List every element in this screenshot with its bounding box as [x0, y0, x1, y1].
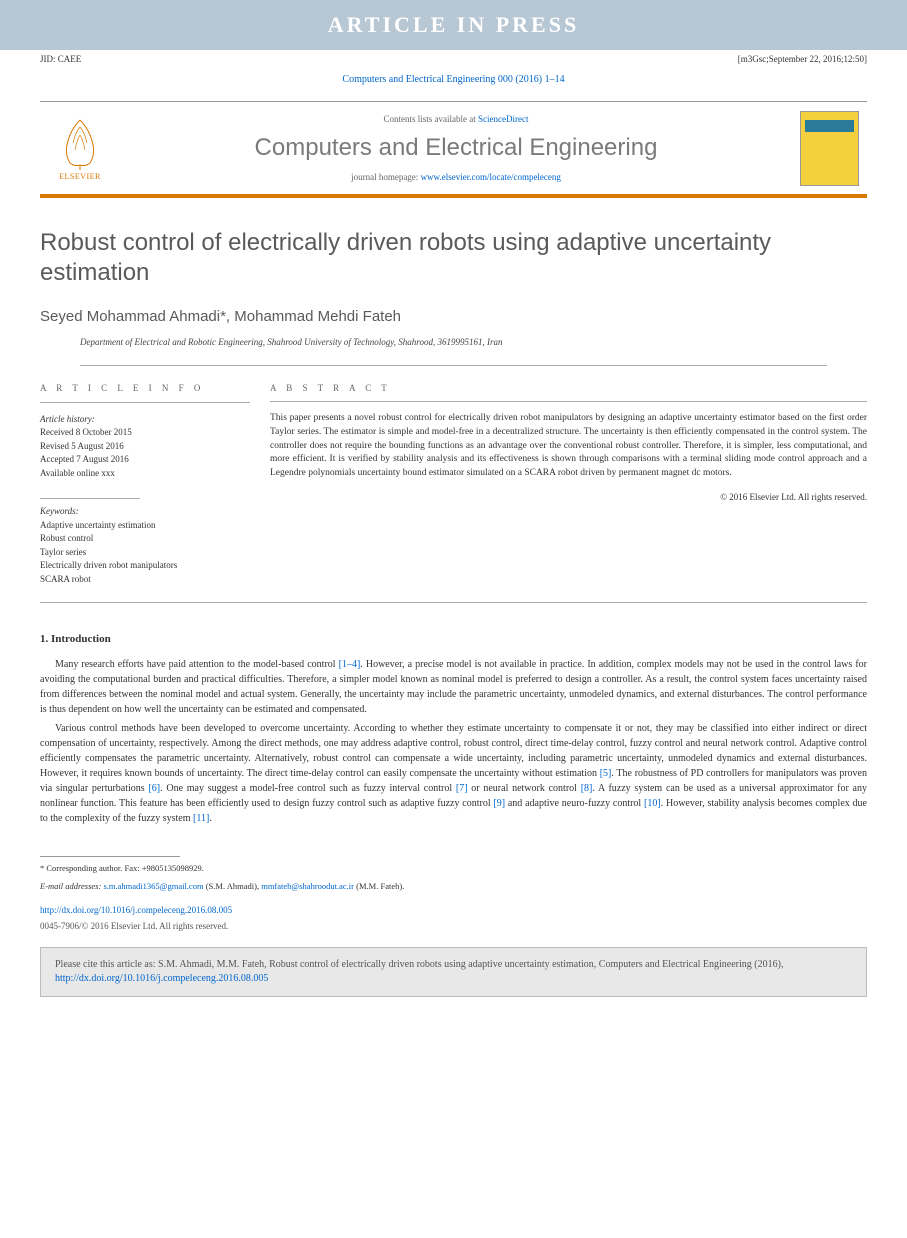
journal-title: Computers and Electrical Engineering: [130, 134, 782, 162]
ref-link[interactable]: [1–4]: [339, 659, 361, 670]
section-introduction: 1. Introduction Many research efforts ha…: [40, 633, 867, 826]
article-in-press-banner: ARTICLE IN PRESS: [0, 0, 907, 50]
email-name: (M.M. Fateh).: [354, 881, 404, 891]
citation-text: Please cite this article as: S.M. Ahmadi…: [55, 959, 783, 970]
email-footnote: E-mail addresses: s.m.ahmadi1365@gmail.c…: [40, 881, 867, 893]
intro-para-1: Many research efforts have paid attentio…: [40, 657, 867, 717]
citation-doi-link[interactable]: http://dx.doi.org/10.1016/j.compeleceng.…: [55, 973, 268, 984]
affiliation: Department of Electrical and Robotic Eng…: [80, 333, 827, 366]
keyword: SCARA robot: [40, 573, 250, 587]
article-info-column: A R T I C L E I N F O Article history: R…: [40, 382, 270, 586]
corresponding-author-note: * Corresponding author. Fax: +9805135098…: [40, 863, 867, 875]
received-date: Received 8 October 2015: [40, 426, 250, 440]
ref-link[interactable]: [11]: [193, 813, 209, 824]
contents-prefix: Contents lists available at: [384, 114, 478, 124]
email-link[interactable]: s.m.ahmadi1365@gmail.com: [103, 881, 203, 891]
ref-link[interactable]: [9]: [493, 798, 505, 809]
text: Many research efforts have paid attentio…: [55, 659, 339, 670]
doi-link[interactable]: http://dx.doi.org/10.1016/j.compeleceng.…: [40, 905, 232, 915]
intro-para-2: Various control methods have been develo…: [40, 721, 867, 826]
history-label: Article history:: [40, 413, 250, 427]
homepage-prefix: journal homepage:: [351, 172, 420, 182]
email-name: (S.M. Ahmadi),: [204, 881, 262, 891]
elsevier-tree-icon: [55, 115, 105, 170]
jid-label: JID: CAEE: [40, 54, 81, 64]
keyword: Electrically driven robot manipulators: [40, 559, 250, 573]
sciencedirect-link[interactable]: ScienceDirect: [478, 114, 528, 124]
abstract-column: A B S T R A C T This paper presents a no…: [270, 382, 867, 586]
journal-reference: Computers and Electrical Engineering 000…: [0, 68, 907, 91]
ref-link[interactable]: [10]: [644, 798, 661, 809]
info-abstract-row: A R T I C L E I N F O Article history: R…: [40, 366, 867, 603]
authors: Seyed Mohammad Ahmadi*, Mohammad Mehdi F…: [0, 300, 907, 333]
keywords-block: Keywords: Adaptive uncertainty estimatio…: [40, 498, 250, 586]
elsevier-text: ELSEVIER: [59, 172, 101, 181]
contents-line: Contents lists available at ScienceDirec…: [130, 114, 782, 124]
journal-ref-link[interactable]: Computers and Electrical Engineering 000…: [342, 74, 564, 85]
citation-box: Please cite this article as: S.M. Ahmadi…: [40, 947, 867, 997]
abstract-heading: A B S T R A C T: [270, 382, 867, 402]
text: and adaptive neuro-fuzzy control: [505, 798, 644, 809]
journal-header-box: ELSEVIER Contents lists available at Sci…: [40, 101, 867, 198]
header-meta-row: JID: CAEE [m3Gsc;September 22, 2016;12:5…: [0, 50, 907, 68]
homepage-link[interactable]: www.elsevier.com/locate/compeleceng: [421, 172, 561, 182]
email-link[interactable]: mmfateh@shahroodut.ac.ir: [261, 881, 354, 891]
elsevier-logo: ELSEVIER: [40, 102, 120, 194]
abstract-text: This paper presents a novel robust contr…: [270, 412, 867, 481]
ref-link[interactable]: [7]: [456, 783, 468, 794]
keyword: Adaptive uncertainty estimation: [40, 519, 250, 533]
keywords-label: Keywords:: [40, 505, 250, 519]
doi-block: http://dx.doi.org/10.1016/j.compeleceng.…: [40, 905, 867, 915]
article-info-heading: A R T I C L E I N F O: [40, 382, 250, 403]
header-center: Contents lists available at ScienceDirec…: [120, 102, 792, 194]
section-heading: 1. Introduction: [40, 633, 867, 645]
journal-cover-thumbnail: [792, 102, 867, 194]
online-date: Available online xxx: [40, 467, 250, 481]
text: . One may suggest a model-free control s…: [160, 783, 456, 794]
article-title: Robust control of electrically driven ro…: [0, 198, 907, 300]
ref-link[interactable]: [8]: [581, 783, 593, 794]
text: .: [209, 813, 212, 824]
footnote-separator: [40, 856, 180, 857]
cover-image: [800, 111, 859, 186]
ref-link[interactable]: [5]: [600, 768, 612, 779]
email-label: E-mail addresses:: [40, 881, 103, 891]
keyword: Robust control: [40, 532, 250, 546]
ref-link[interactable]: [6]: [148, 783, 160, 794]
abstract-copyright: © 2016 Elsevier Ltd. All rights reserved…: [270, 491, 867, 504]
timestamp-label: [m3Gsc;September 22, 2016;12:50]: [738, 54, 867, 64]
homepage-line: journal homepage: www.elsevier.com/locat…: [130, 172, 782, 182]
accepted-date: Accepted 7 August 2016: [40, 453, 250, 467]
text: or neural network control: [468, 783, 581, 794]
revised-date: Revised 5 August 2016: [40, 440, 250, 454]
bottom-copyright: 0045-7906/© 2016 Elsevier Ltd. All right…: [40, 921, 867, 931]
keyword: Taylor series: [40, 546, 250, 560]
